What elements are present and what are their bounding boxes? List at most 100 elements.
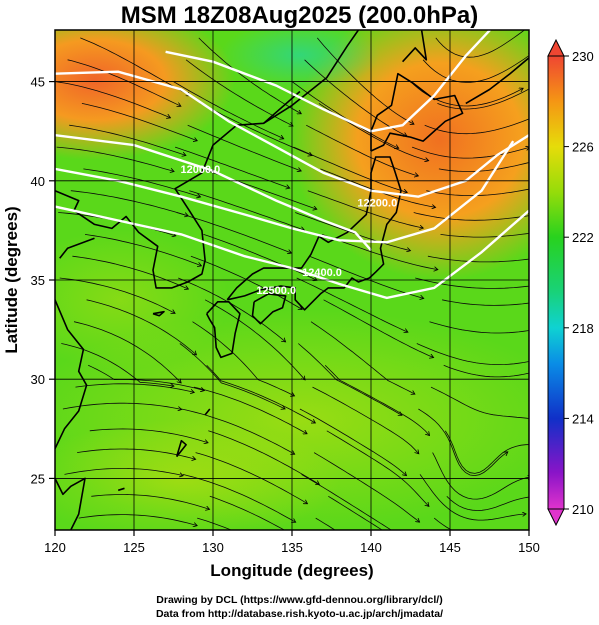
coastline <box>117 487 125 492</box>
streamline <box>86 299 196 355</box>
height-contour-line <box>55 70 529 198</box>
x-tick-label: 135 <box>281 540 303 555</box>
streamline <box>324 365 429 435</box>
streamline <box>291 81 398 148</box>
coastline <box>55 477 86 530</box>
streamline <box>187 124 301 171</box>
streamline <box>323 299 433 358</box>
colorbar: 210 214 218 222 226 230 <box>547 38 594 527</box>
contour-label: 12000.0 <box>180 164 220 176</box>
streamline <box>77 448 195 459</box>
colorbar-tick-label: 226 <box>572 140 594 155</box>
streamline <box>418 408 507 477</box>
coastline <box>55 190 56 195</box>
streamline <box>83 168 199 197</box>
streamline <box>198 37 301 114</box>
streamline <box>416 343 529 365</box>
streamline <box>69 124 185 155</box>
streamline <box>182 474 295 521</box>
coastline <box>263 90 301 124</box>
streamline <box>195 452 307 504</box>
x-tick-label: 140 <box>360 540 382 555</box>
streamline <box>70 190 188 216</box>
coastline <box>55 299 88 450</box>
streamline <box>67 59 181 106</box>
streamline <box>189 190 303 230</box>
streamline <box>73 321 181 383</box>
streamline <box>413 212 529 221</box>
streamline <box>430 386 529 419</box>
coastline <box>370 72 464 152</box>
gridlines <box>55 30 529 530</box>
streamline <box>59 277 175 313</box>
y-tick-label: 30 <box>31 372 45 387</box>
streamline <box>80 37 189 95</box>
x-tick-label: 130 <box>202 540 224 555</box>
streamline <box>62 402 181 409</box>
streamline <box>310 321 414 394</box>
y-tick-label: 25 <box>31 471 45 486</box>
colorbar-max-arrow <box>547 38 565 57</box>
footer-credit-drawing: Drawing by DCL (https://www.gfd-dennou.o… <box>156 594 443 606</box>
streamline <box>173 81 284 139</box>
contour-label: 12400.0 <box>302 267 342 279</box>
streamline <box>208 430 318 484</box>
x-axis-label: Longitude (degrees) <box>210 561 373 580</box>
streamline <box>64 468 183 475</box>
streamline <box>197 517 233 530</box>
footer-credit-data: Data from http://database.rish.kyoto-u.a… <box>155 608 444 620</box>
streamline <box>72 255 187 289</box>
streamline <box>426 188 529 196</box>
streamline <box>78 514 197 526</box>
streamline <box>176 212 291 253</box>
streamline <box>443 364 529 378</box>
temperature-field <box>55 30 529 530</box>
streamline <box>411 147 529 159</box>
streamline <box>440 232 529 238</box>
streamline <box>84 234 201 265</box>
streamline <box>444 430 529 474</box>
x-tick-label: 150 <box>518 540 540 555</box>
streamline <box>61 343 173 387</box>
streamline <box>313 452 419 522</box>
colorbar-tick-label: 230 <box>572 49 594 64</box>
coastlines <box>55 30 529 530</box>
streamline <box>56 146 174 171</box>
streamline <box>312 386 419 453</box>
streamline <box>415 277 529 289</box>
colorbar-min-arrow <box>547 508 565 527</box>
colorbar-tick-label: 214 <box>572 411 594 426</box>
colorbar-tick-label: 222 <box>572 230 594 245</box>
colorbar-ticks: 210 214 218 222 226 230 <box>564 49 594 517</box>
coastline <box>251 293 287 325</box>
streamline <box>55 81 170 118</box>
y-axis-ticks: 25 30 35 40 45 <box>31 75 55 486</box>
coastline <box>152 310 165 317</box>
streamline <box>91 494 209 510</box>
coastline <box>59 237 95 259</box>
y-tick-label: 45 <box>31 75 45 90</box>
x-tick-label: 125 <box>123 540 145 555</box>
colorbar-tick-label: 210 <box>572 502 594 517</box>
height-contour-line <box>55 140 515 244</box>
height-contour-line <box>55 205 529 300</box>
streamline <box>304 59 407 136</box>
streamline <box>204 299 305 380</box>
streamline <box>298 343 401 416</box>
y-tick-label: 40 <box>31 174 45 189</box>
streamline <box>419 474 525 521</box>
streamline <box>178 277 285 341</box>
coastline <box>204 408 211 416</box>
streamline <box>315 517 336 530</box>
streamline <box>424 118 529 135</box>
streamline <box>81 103 197 140</box>
coastline <box>402 30 428 63</box>
y-axis-label: Latitude (degrees) <box>2 206 21 353</box>
streamline <box>299 408 406 475</box>
streamline <box>446 496 529 511</box>
streamline <box>181 408 294 454</box>
streamline <box>89 428 208 443</box>
streamline <box>326 430 429 506</box>
streamline <box>88 364 204 390</box>
